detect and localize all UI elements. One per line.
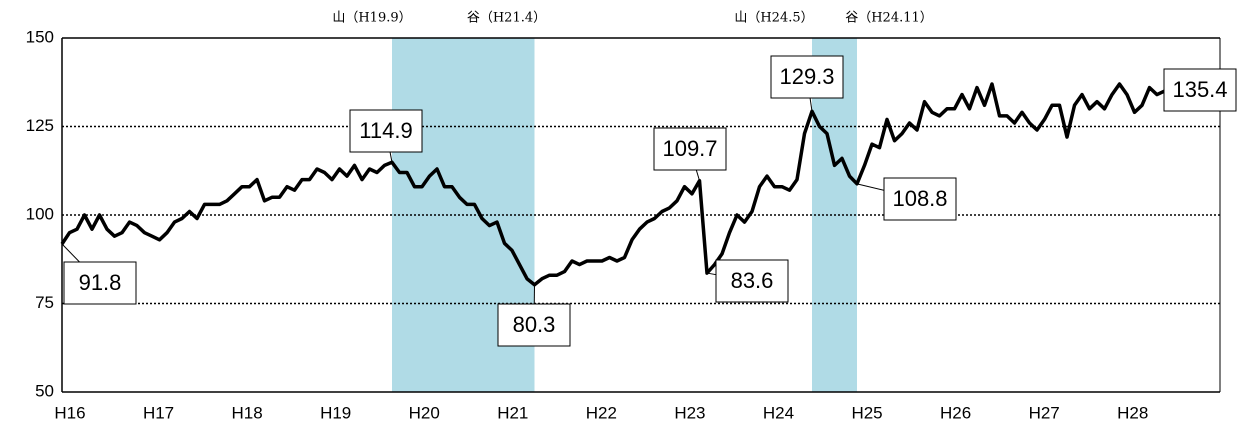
data-line bbox=[60, 82, 1173, 287]
value-label: 80.3 bbox=[513, 312, 556, 337]
x-tick-label: H18 bbox=[232, 403, 263, 422]
x-tick-label: H19 bbox=[320, 403, 351, 422]
x-tick-label: H21 bbox=[497, 403, 528, 422]
value-label: 114.9 bbox=[359, 118, 412, 143]
y-tick-label: 50 bbox=[35, 381, 54, 400]
x-tick-label: H27 bbox=[1029, 403, 1060, 422]
x-tick-label: H22 bbox=[586, 403, 617, 422]
y-tick-label: 125 bbox=[26, 116, 54, 135]
x-tick-label: H24 bbox=[763, 403, 794, 422]
value-label-box bbox=[497, 303, 571, 347]
x-tick-label: H26 bbox=[940, 403, 971, 422]
value-label-box bbox=[63, 261, 137, 305]
y-tick-label: 150 bbox=[26, 27, 54, 46]
peak-label: 山（H19.9） bbox=[332, 11, 411, 26]
value-label-box bbox=[883, 177, 957, 221]
value-label: 108.8 bbox=[892, 186, 947, 211]
y-tick-label: 75 bbox=[35, 293, 54, 312]
value-label-box bbox=[770, 55, 844, 99]
value-label: 109.7 bbox=[662, 136, 717, 161]
value-label-box bbox=[653, 127, 727, 171]
value-label: 91.8 bbox=[79, 270, 122, 295]
value-label-box bbox=[1163, 68, 1237, 112]
x-tick-label: H20 bbox=[409, 403, 440, 422]
x-tick-label: H28 bbox=[1117, 403, 1148, 422]
value-label-box bbox=[349, 109, 423, 153]
trough-label: 谷（H21.4） bbox=[467, 11, 546, 26]
peak-label: 山（H24.5） bbox=[734, 11, 813, 26]
x-tick-label: H16 bbox=[54, 403, 85, 422]
trough-label: 谷（H24.11） bbox=[845, 11, 933, 26]
y-tick-label: 100 bbox=[26, 204, 54, 223]
x-tick-label: H17 bbox=[143, 403, 174, 422]
value-label: 135.4 bbox=[1172, 77, 1227, 102]
value-label: 129.3 bbox=[779, 64, 834, 89]
value-label: 83.6 bbox=[731, 268, 774, 293]
value-label-box bbox=[715, 259, 789, 303]
x-tick-label: H25 bbox=[851, 403, 882, 422]
x-tick-label: H23 bbox=[674, 403, 705, 422]
